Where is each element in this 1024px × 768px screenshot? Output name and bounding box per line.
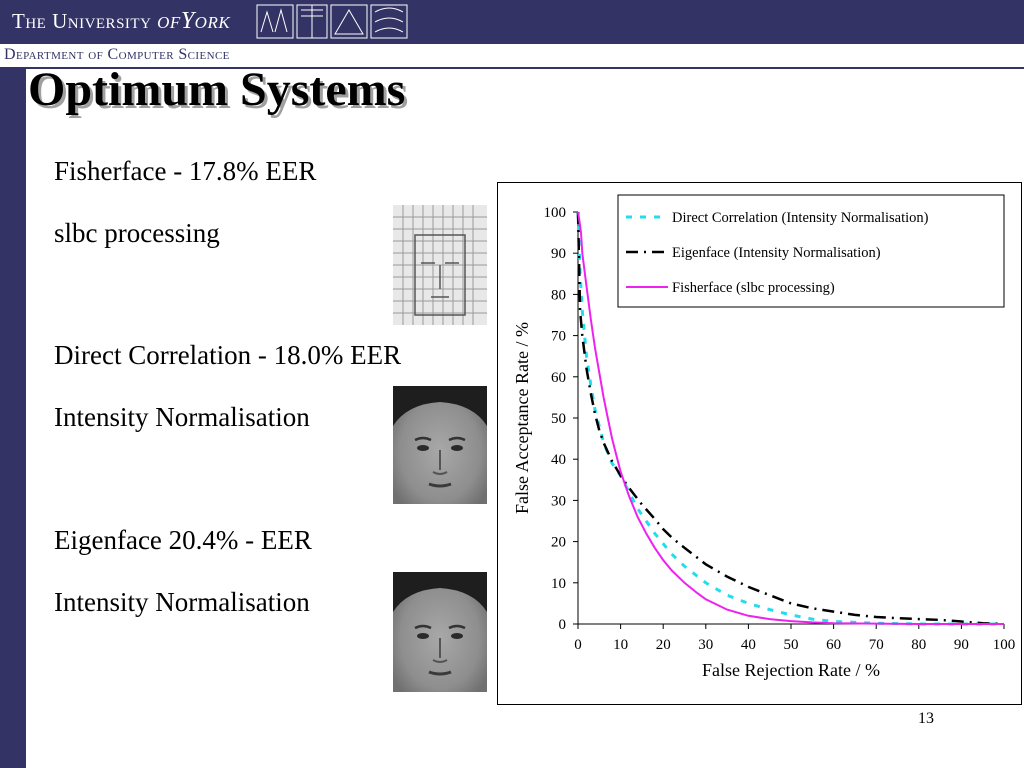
x-axis-title: False Rejection Rate / % (702, 660, 880, 680)
left-accent-bar (0, 68, 26, 768)
legend-label-3: Fisherface (slbc processing) (672, 280, 835, 296)
y-tick-label: 100 (544, 205, 567, 221)
university-header-bar: The University ofYork (0, 0, 1024, 44)
eigenface-processing-text: Intensity Normalisation (54, 587, 310, 617)
x-tick-label: 50 (784, 637, 799, 653)
eigenface-eer-text: Eigenface 20.4% - EER (54, 525, 312, 555)
eigenface-face-image (393, 572, 487, 692)
legend-label-1: Direct Correlation (Intensity Normalisat… (672, 210, 929, 226)
series-line-3 (577, 211, 1004, 625)
university-crest-icon (256, 4, 408, 39)
y-tick-label: 50 (551, 411, 566, 427)
y-tick-label: 30 (551, 493, 566, 509)
roc-chart-svg: 0 10 20 30 40 50 60 70 80 90 100 0 10 20 30 40 50 60 70 80 9… (512, 194, 1016, 680)
y-tick-label: 90 (551, 246, 566, 262)
university-york: York (180, 8, 231, 34)
y-tick-label: 10 (551, 576, 566, 592)
direct-correlation-processing-text: Intensity Normalisation (54, 402, 310, 432)
series-line-2 (576, 211, 1005, 626)
university-logo-text: The University ofYork (12, 8, 230, 35)
roc-chart: 0 10 20 30 40 50 60 70 80 90 100 0 10 20 30 40 50 60 70 80 9… (497, 182, 1022, 705)
y-tick-label: 70 (551, 329, 566, 345)
y-tick-label: 60 (551, 370, 566, 386)
x-tick-label: 70 (869, 637, 884, 653)
page-number: 13 (918, 710, 934, 727)
department-name: Department of Computer Science (4, 46, 230, 63)
department-bar: Department of Computer Science (0, 44, 1024, 69)
y-tick-label: 20 (551, 535, 566, 551)
x-tick-label: 40 (741, 637, 756, 653)
y-tick-label: 80 (551, 287, 566, 303)
y-tick-label: 40 (551, 452, 566, 468)
slide-title: Optimum Systems (28, 63, 406, 116)
x-tick-label: 30 (698, 637, 713, 653)
x-tick-label: 90 (954, 637, 969, 653)
x-tick-label: 80 (911, 637, 926, 653)
direct-correlation-eer-text: Direct Correlation - 18.0% EER (54, 340, 402, 370)
legend-label-2: Eigenface (Intensity Normalisation) (672, 245, 881, 261)
fisherface-eer-text: Fisherface - 17.8% EER (54, 156, 317, 186)
x-tick-label: 20 (656, 637, 671, 653)
fisherface-image (393, 205, 487, 325)
x-tick-label: 60 (826, 637, 841, 653)
x-tick-label: 10 (613, 637, 628, 653)
x-tick-label: 0 (574, 637, 582, 653)
university-prefix: The University (12, 9, 152, 33)
y-axis-title: False Acceptance Rate / % (512, 322, 532, 514)
x-tick-label: 100 (993, 637, 1016, 653)
legend-box (617, 194, 1005, 308)
y-tick-label: 0 (559, 617, 567, 633)
university-of: of (157, 8, 181, 34)
direct-correlation-face-image (393, 386, 487, 504)
fisherface-processing-text: slbc processing (54, 218, 220, 248)
